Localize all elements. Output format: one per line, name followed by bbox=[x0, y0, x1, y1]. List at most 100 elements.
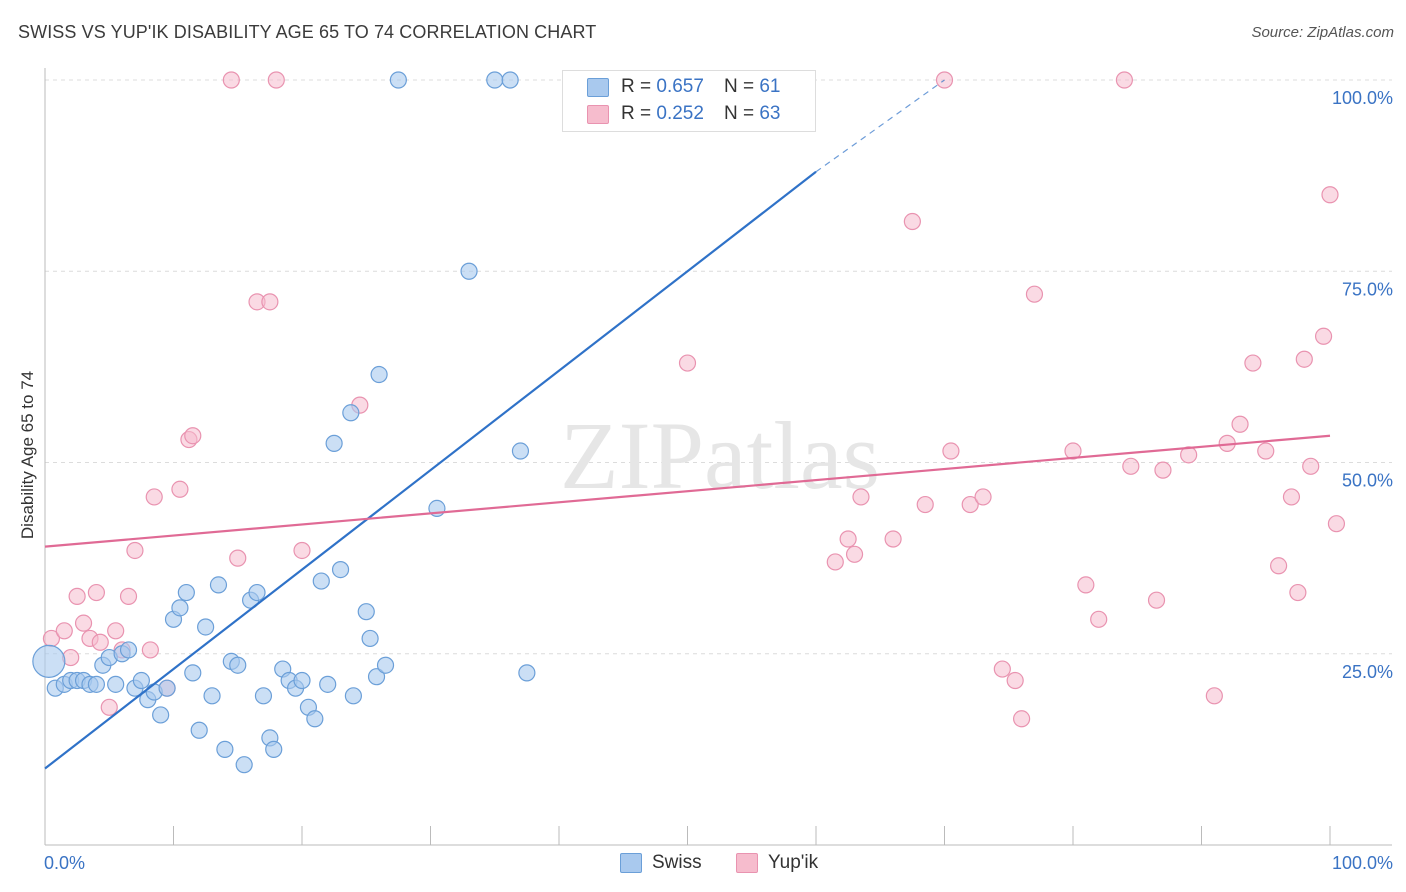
swiss-points bbox=[32, 71, 729, 774]
swiss-point-25 bbox=[203, 687, 221, 705]
yupik-points bbox=[42, 71, 1346, 728]
bottom-legend-swiss: Swiss bbox=[620, 852, 702, 874]
yupik-point-35 bbox=[942, 442, 960, 460]
yupik-point-38 bbox=[993, 660, 1011, 678]
yupik-point-11 bbox=[119, 587, 138, 605]
yupik-point-6 bbox=[87, 583, 106, 602]
trend-layer bbox=[44, 79, 1331, 770]
stats-legend: R = 0.657 N = 61 R = 0.252 N = 63 bbox=[562, 70, 816, 132]
swiss-point-45 bbox=[331, 560, 350, 579]
bottom-swiss-swatch bbox=[620, 853, 642, 873]
yupik-point-32 bbox=[903, 212, 921, 231]
watermark: ZIPatlas bbox=[560, 402, 880, 509]
yupik-point-23 bbox=[267, 71, 285, 89]
yupik-point-20 bbox=[222, 71, 240, 89]
swiss-point-20 bbox=[171, 599, 189, 617]
swiss-point-51 bbox=[370, 365, 388, 384]
swiss-trendline bbox=[44, 170, 817, 770]
swiss-point-7 bbox=[87, 675, 106, 693]
yupik-point-7 bbox=[91, 633, 109, 651]
yupik-point-13 bbox=[141, 641, 159, 659]
swiss-point-43 bbox=[319, 675, 337, 693]
swiss-point-26 bbox=[209, 576, 228, 594]
yupik-point-60 bbox=[1314, 327, 1333, 345]
swiss-point-59 bbox=[518, 664, 536, 682]
y-tick-label-100: 100.0% bbox=[1332, 88, 1393, 108]
yupik-point-36 bbox=[961, 495, 979, 514]
swiss-point-49 bbox=[361, 629, 379, 648]
swiss-point-42 bbox=[312, 572, 330, 590]
swiss-point-32 bbox=[248, 583, 266, 602]
yupik-point-46 bbox=[1122, 457, 1140, 475]
yupik-point-26 bbox=[678, 354, 697, 372]
swiss-r-value: 0.657 bbox=[656, 76, 704, 97]
swiss-point-41 bbox=[306, 710, 324, 728]
yupik-point-56 bbox=[1282, 488, 1301, 506]
bottom-yupik-swatch bbox=[736, 853, 758, 873]
swiss-point-57 bbox=[501, 71, 519, 89]
swiss-point-58 bbox=[511, 442, 530, 460]
swiss-trendline-extension bbox=[815, 79, 945, 173]
swiss-point-12 bbox=[119, 641, 138, 659]
y-tick-label-50: 50.0% bbox=[1342, 471, 1393, 491]
yupik-point-27 bbox=[826, 553, 844, 571]
yupik-point-48 bbox=[1154, 461, 1172, 479]
yupik-point-52 bbox=[1231, 415, 1249, 433]
swiss-point-55 bbox=[460, 262, 478, 280]
yupik-swatch bbox=[587, 104, 609, 124]
yupik-r-value: 0.252 bbox=[656, 103, 704, 124]
swiss-point-52 bbox=[376, 656, 395, 674]
yupik-point-16 bbox=[171, 480, 189, 498]
yupik-point-58 bbox=[1295, 350, 1313, 368]
y-tick-label-25: 25.0% bbox=[1342, 662, 1393, 682]
swiss-point-24 bbox=[197, 618, 215, 636]
yupik-n-value: 63 bbox=[759, 103, 781, 124]
swiss-point-53 bbox=[389, 71, 407, 89]
yupik-point-59 bbox=[1302, 457, 1320, 475]
yupik-point-53 bbox=[1244, 354, 1262, 372]
swiss-point-50 bbox=[367, 668, 386, 686]
yupik-point-39 bbox=[1006, 671, 1024, 690]
yupik-point-8 bbox=[100, 698, 118, 716]
bottom-legend-yupik: Yup'ik bbox=[736, 852, 818, 874]
yupik-point-54 bbox=[1257, 442, 1275, 460]
yupik-point-42 bbox=[1064, 442, 1082, 460]
swiss-point-39 bbox=[293, 671, 311, 690]
yupik-trendline bbox=[44, 434, 1331, 548]
yupik-point-44 bbox=[1090, 610, 1108, 628]
yupik-point-4 bbox=[74, 614, 93, 632]
x-tick-label-0: 0.0% bbox=[44, 853, 85, 873]
yupik-point-19 bbox=[229, 549, 247, 567]
yupik-point-22 bbox=[261, 293, 279, 311]
legend-row-yupik: R = 0.252 N = 63 bbox=[587, 101, 780, 127]
yupik-r-label: R = bbox=[621, 103, 652, 124]
yupik-point-29 bbox=[845, 545, 864, 563]
yupik-point-3 bbox=[68, 587, 86, 605]
yupik-point-24 bbox=[293, 541, 311, 560]
yupik-point-62 bbox=[1327, 515, 1346, 533]
swiss-point-27 bbox=[216, 740, 234, 758]
swiss-r-label: R = bbox=[621, 76, 652, 97]
yupik-point-30 bbox=[852, 488, 870, 506]
swiss-n-value: 61 bbox=[759, 76, 781, 97]
swiss-point-35 bbox=[265, 740, 283, 758]
legend-row-swiss: R = 0.657 N = 61 bbox=[587, 74, 780, 100]
yupik-n-label: N = bbox=[723, 103, 755, 124]
y-axis-label: Disability Age 65 to 74 bbox=[18, 371, 37, 539]
y-tick-label-75: 75.0% bbox=[1342, 279, 1393, 299]
yupik-point-37 bbox=[974, 488, 992, 506]
swiss-point-30 bbox=[235, 756, 253, 774]
swiss-point-33 bbox=[254, 687, 273, 705]
chart-source: Source: ZipAtlas.com bbox=[1251, 24, 1394, 41]
swiss-point-56 bbox=[486, 71, 504, 89]
yupik-point-61 bbox=[1321, 186, 1339, 204]
yupik-point-55 bbox=[1269, 557, 1288, 575]
yupik-point-31 bbox=[884, 530, 902, 548]
yupik-point-34 bbox=[935, 71, 954, 89]
yupik-point-41 bbox=[1025, 285, 1044, 303]
yupik-point-28 bbox=[839, 530, 857, 548]
swiss-point-23 bbox=[190, 721, 208, 739]
yupik-point-18 bbox=[184, 427, 202, 445]
swiss-point-17 bbox=[152, 706, 170, 724]
